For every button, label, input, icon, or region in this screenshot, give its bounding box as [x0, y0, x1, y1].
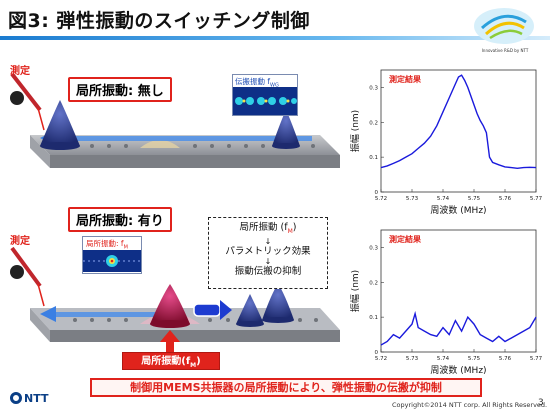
explain-arrow-1: ↓: [264, 236, 272, 246]
vibration-peak-left: [40, 100, 80, 146]
local-mode-sub: M: [123, 244, 128, 251]
series-line: [380, 74, 537, 170]
x-axis-label: 周波数 (MHz): [430, 364, 486, 376]
y-tick-label: 0.3: [369, 85, 378, 91]
x-tick-label: 5.72: [375, 196, 387, 202]
wave-mode-sub: WG: [270, 82, 279, 89]
bottom-device-diagram: [10, 246, 340, 354]
drive-arrow: [160, 330, 180, 354]
chart-top-svg: 5.72 5.73 5.74 5.75 5.76 5.77 0 0.1 0.2 0.3 測定結果周波…: [349, 69, 543, 216]
explain-arrow-2: ↓: [264, 256, 272, 266]
laser-probe-top: [10, 72, 45, 131]
x-tick-label: 5.77: [530, 356, 543, 362]
vibration-peak-right: [272, 110, 300, 146]
wave-mode-inset-top: 伝搬振動 fWG: [232, 74, 298, 116]
explain-line1: 局所振動 (f: [239, 222, 288, 233]
explain-line1-end: ): [292, 222, 297, 233]
wave-mode-pattern: [233, 87, 297, 115]
plot-area: [380, 229, 537, 353]
series-line: [380, 310, 537, 346]
page-number: 3: [538, 398, 544, 408]
explain-line1-sub: M: [287, 227, 293, 235]
top-section-label: 局所振動: 無し: [68, 77, 172, 102]
chart-bottom-svg: 5.72 5.73 5.74 5.75 5.76 5.77 0 0.1 0.2 0.3 測定結果周波…: [349, 229, 543, 376]
y-tick-label: 0.1: [369, 315, 378, 321]
local-mode-inset: 局所振動: fM: [82, 236, 142, 274]
drive-sub: M: [190, 362, 197, 369]
local-mode-label: 局所振動: f: [86, 239, 124, 248]
y-axis-label: 振幅 (nm): [349, 110, 361, 152]
x-tick-label: 5.73: [406, 356, 419, 362]
y-tick-label: 0.1: [369, 155, 378, 161]
ntt-logo-icon: [10, 392, 22, 404]
drive-label-box: 局所振動(fM): [122, 352, 220, 370]
wave-propagation-arrow: [50, 136, 312, 141]
y-tick-label: 0.2: [369, 120, 378, 126]
wave-mode-label: 伝搬振動 f: [235, 77, 271, 86]
blocked-wave-arrow: [193, 303, 221, 317]
y-tick-label: 0: [375, 190, 379, 196]
y-tick-label: 0.3: [369, 245, 378, 251]
plot-area: [380, 69, 537, 193]
chart-title: 測定結果: [389, 234, 421, 244]
x-axis-label: 周波数 (MHz): [430, 204, 486, 216]
bottom-section-label: 局所振動: 有り: [68, 207, 172, 232]
explain-line2: パラメトリック効果: [225, 245, 311, 257]
page-title: 図3: 弾性振動のスイッチング制御: [8, 10, 310, 32]
x-tick-label: 5.75: [468, 196, 481, 202]
x-tick-label: 5.72: [375, 356, 387, 362]
chart-top: 5.72 5.73 5.74 5.75 5.76 5.77 0 0.1 0.2 0.3 測定結果周波…: [346, 62, 546, 224]
chart-bottom: 5.72 5.73 5.74 5.75 5.76 5.77 0 0.1 0.2 0.3 測定結果周波…: [346, 222, 546, 384]
title-underline: [0, 36, 550, 40]
y-tick-label: 0: [375, 350, 379, 356]
laser-probe-bottom: [10, 246, 45, 307]
chart-title: 測定結果: [389, 74, 421, 84]
wave-arrow-bottom: [50, 312, 160, 317]
local-vibration-peak: [150, 284, 190, 324]
explanation-box: 局所振動 (fM) ↓ パラメトリック効果 ↓ 振動伝搬の抑制: [208, 217, 328, 289]
conclusion-banner: 制御用MEMS共振器の局所振動により、弾性振動の伝搬が抑制: [90, 378, 482, 397]
top-device-diagram: [10, 72, 340, 168]
x-tick-label: 5.75: [468, 356, 481, 362]
ntt-logo: [474, 8, 534, 44]
local-mode-pattern: [83, 250, 141, 272]
x-tick-label: 5.74: [437, 356, 450, 362]
y-tick-label: 0.2: [369, 280, 378, 286]
x-tick-label: 5.76: [499, 196, 512, 202]
y-axis-label: 振幅 (nm): [349, 270, 361, 312]
explain-line3: 振動伝搬の抑制: [234, 265, 302, 277]
measure-label-top: 測定: [10, 66, 30, 77]
drive-label: 局所振動(f: [141, 356, 191, 367]
x-tick-label: 5.74: [437, 196, 450, 202]
copyright: Copyright©2014 NTT corp. All Rights Rese…: [392, 401, 548, 409]
x-tick-label: 5.76: [499, 356, 512, 362]
x-tick-label: 5.77: [530, 196, 543, 202]
x-tick-label: 5.73: [406, 196, 419, 202]
ntt-footer-text: NTT: [24, 392, 49, 405]
drive-label-close: ): [196, 356, 201, 367]
logo-tagline: Innovative R&D by NTT: [481, 48, 529, 53]
measure-label-bottom: 測定: [10, 236, 30, 247]
ntt-footer-logo: NTT: [10, 392, 48, 405]
